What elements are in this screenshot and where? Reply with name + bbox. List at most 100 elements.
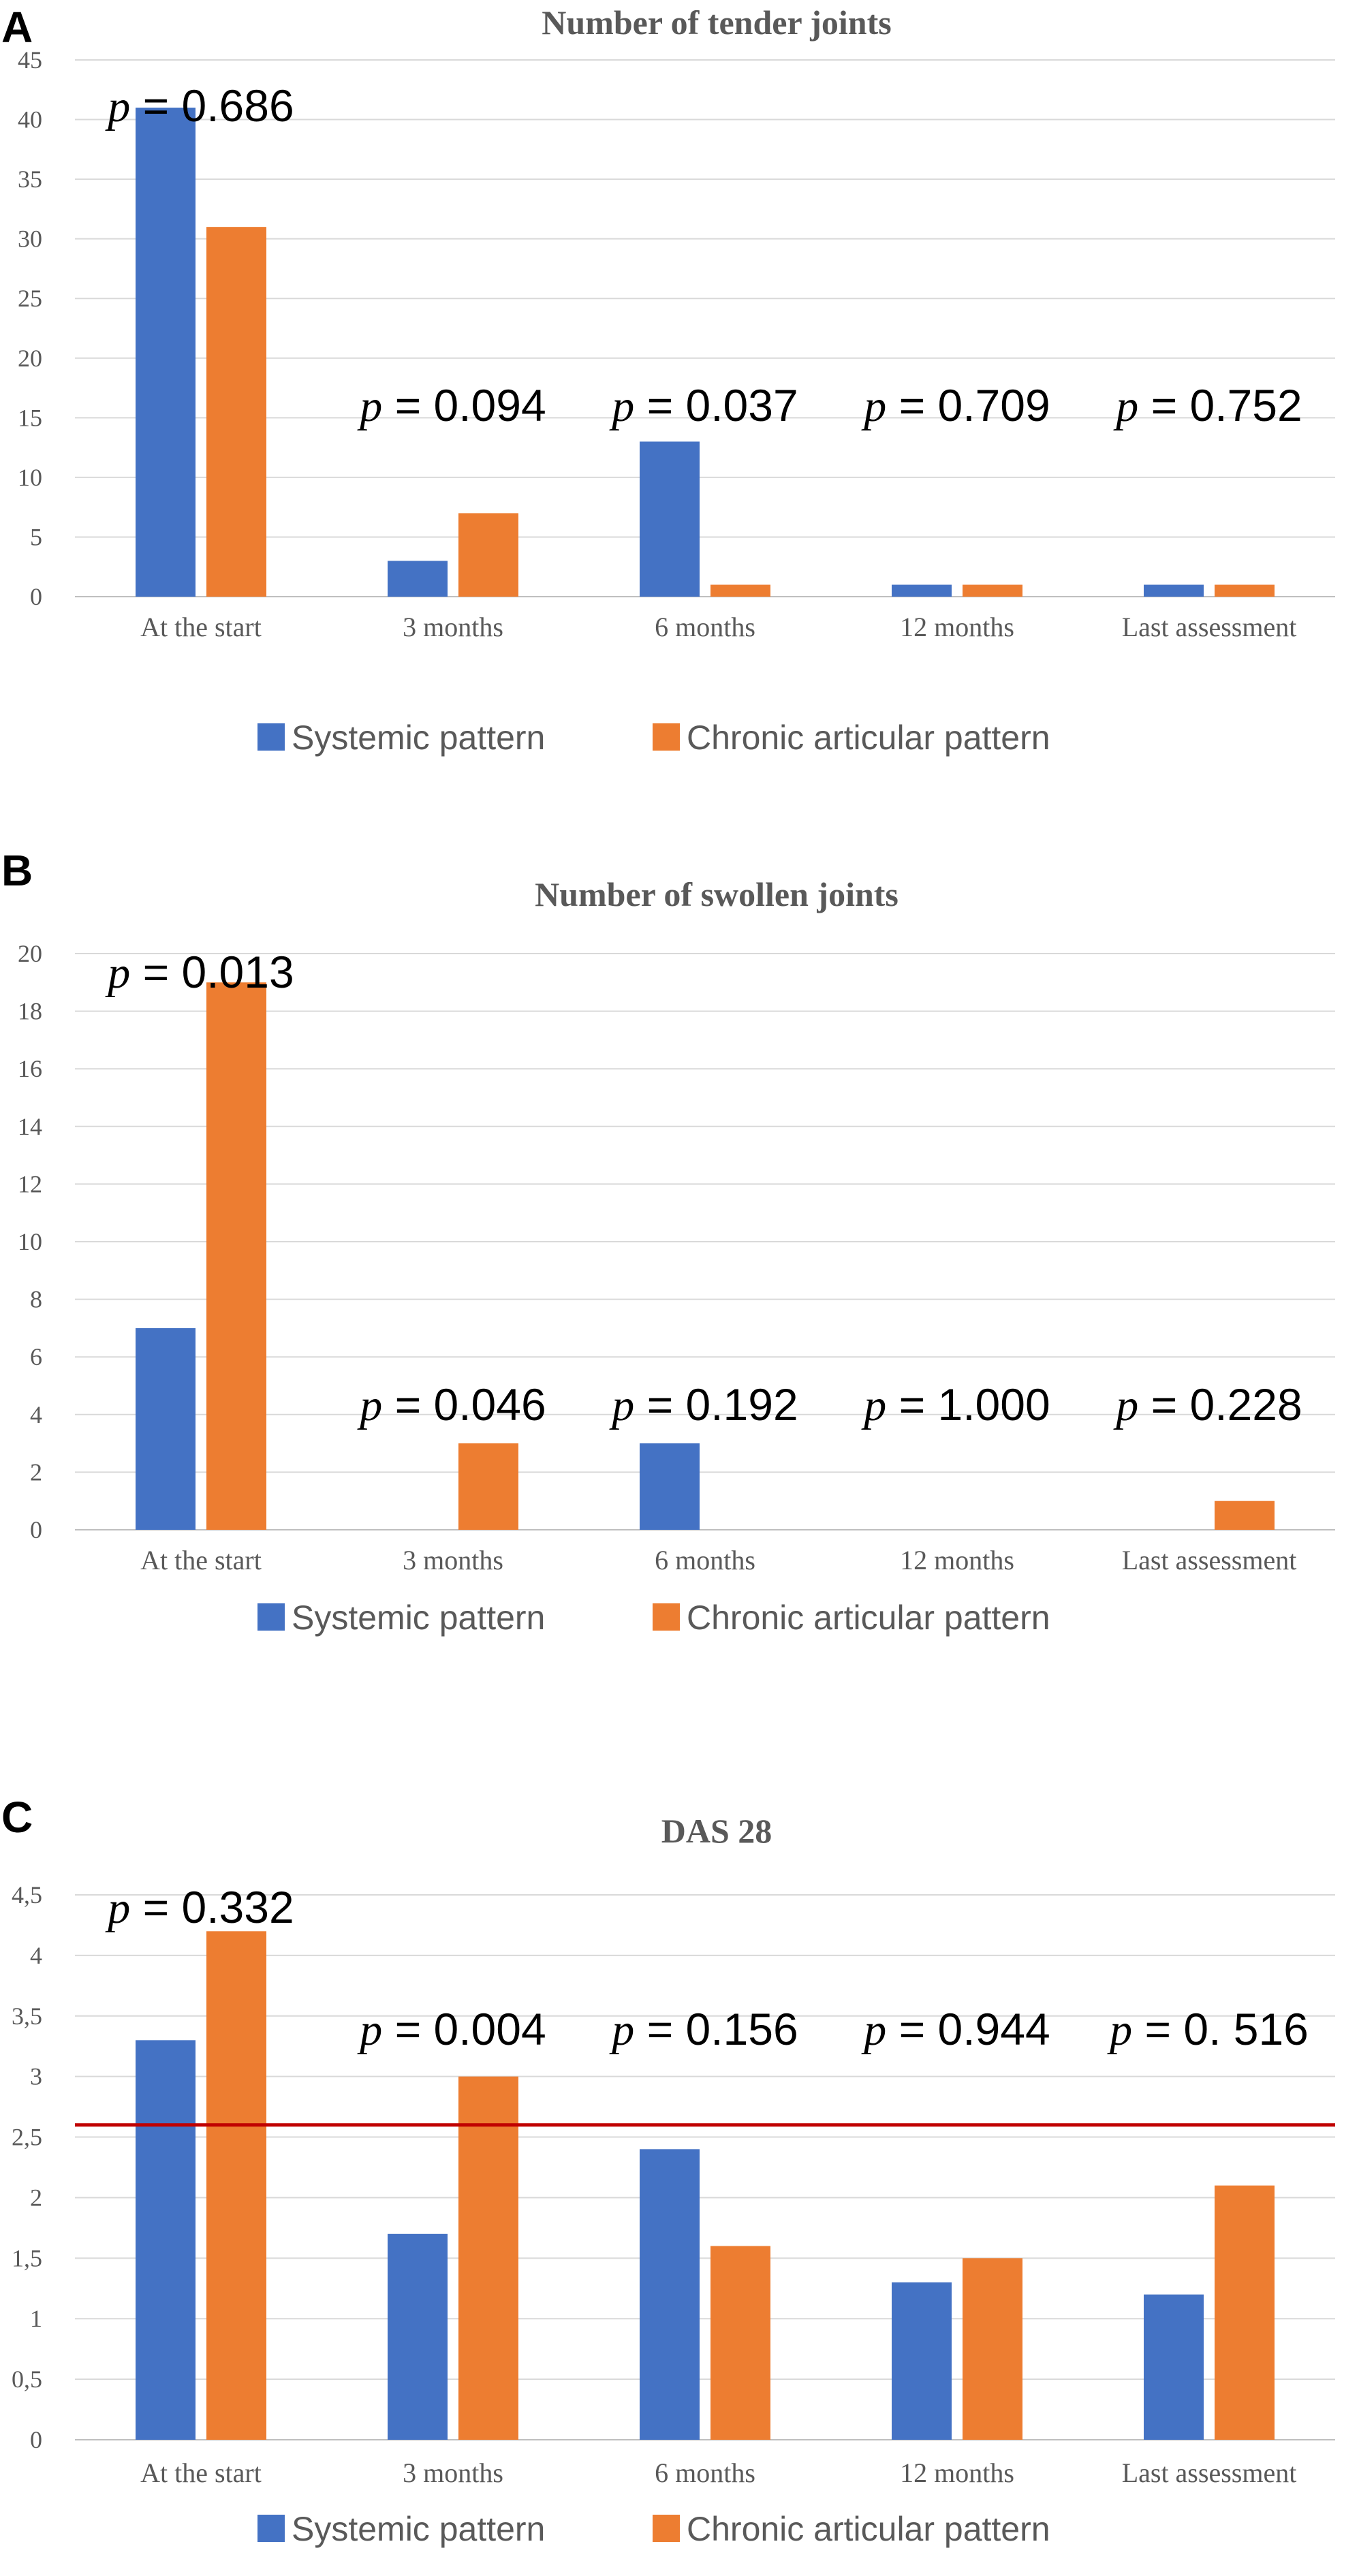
y-tick-label: 14 (18, 1113, 42, 1140)
y-tick-label: 0 (30, 583, 42, 610)
p-value: 0.228 (1190, 1379, 1302, 1430)
legend-label-chronic: Chronic articular pattern (687, 2510, 1050, 2548)
legend-label-systemic: Systemic pattern (292, 2510, 545, 2548)
bar-systemic-2 (640, 2149, 700, 2440)
p-equals: = (382, 2004, 433, 2054)
y-tick-label: 45 (18, 46, 42, 74)
legend-swatch-chronic (653, 2515, 680, 2542)
y-tick-label: 1 (30, 2305, 42, 2332)
p-equals: = (634, 380, 685, 430)
p-value-label: p = 0.752 (1113, 380, 1302, 431)
panel-letter: A (1, 3, 33, 52)
y-tick-label: 20 (18, 940, 42, 967)
bar-chronic-3 (963, 584, 1022, 597)
bar-systemic-2 (640, 1443, 700, 1530)
p-value: 0.004 (434, 2004, 546, 2054)
bar-systemic-0 (136, 2040, 196, 2440)
p-equals: = (130, 947, 181, 997)
p-equals: = (886, 2004, 937, 2054)
p-value-label: p = 0.046 (357, 1379, 546, 1430)
p-value-label: p = 0.686 (105, 80, 294, 131)
p-value-label: p = 1.000 (861, 1379, 1050, 1430)
p-symbol: p (357, 2005, 382, 2055)
p-value-label: p = 0.156 (609, 2004, 798, 2055)
p-symbol: p (861, 1381, 886, 1430)
category-label: Last assessment (1122, 2457, 1297, 2488)
p-equals: = (382, 380, 433, 430)
p-value-label: p = 0.228 (1113, 1379, 1302, 1430)
p-value: 0.752 (1190, 380, 1302, 430)
legend-label-chronic: Chronic articular pattern (687, 1599, 1050, 1637)
legend-label-chronic: Chronic articular pattern (687, 719, 1050, 757)
y-tick-label: 30 (18, 225, 42, 253)
chart-panel-c: C DAS 28 0 0,5 1 1,5 2 2,5 3 3,5 4 4,5 At the start p… (1, 1793, 1335, 2548)
bar-systemic-3 (892, 584, 952, 597)
bar-chronic-3 (963, 2258, 1022, 2440)
category-label: 12 months (900, 1545, 1014, 1575)
p-equals: = (130, 80, 181, 131)
bar-systemic-0 (136, 1328, 196, 1530)
p-value: 0.156 (686, 2004, 798, 2054)
p-value: 0.013 (182, 947, 294, 997)
chart-panel-b: B Number of swollen joints 0 2 4 6 8 10 12 14 16 18… (1, 846, 1335, 1637)
legend-label-systemic: Systemic pattern (292, 1599, 545, 1637)
bar-systemic-3 (892, 2282, 952, 2440)
p-value: 0.094 (434, 380, 546, 430)
p-equals: = (1132, 2004, 1183, 2054)
y-tick-label: 35 (18, 166, 42, 193)
category-label: 6 months (655, 2457, 755, 2488)
p-value: 0.332 (182, 1882, 294, 1932)
p-value-label: p = 0.004 (357, 2004, 546, 2055)
bar-chronic-0 (206, 982, 266, 1530)
y-tick-label: 3 (30, 2063, 42, 2090)
category-label: 12 months (900, 2457, 1014, 2488)
p-symbol: p (609, 1381, 634, 1430)
legend-swatch-chronic (653, 1603, 680, 1631)
category-label: 6 months (655, 612, 755, 642)
p-value: 0.686 (182, 80, 294, 131)
bar-chronic-0 (206, 1931, 266, 2440)
p-equals: = (130, 1882, 181, 1932)
legend-swatch-chronic (653, 723, 680, 751)
p-symbol: p (105, 1883, 130, 1933)
bar-chronic-0 (206, 227, 266, 597)
legend-swatch-systemic (257, 1603, 285, 1631)
y-tick-label: 2,5 (12, 2124, 42, 2151)
p-symbol: p (105, 82, 130, 131)
legend-swatch-systemic (257, 2515, 285, 2542)
bar-chronic-2 (710, 584, 770, 597)
bar-chronic-4 (1215, 584, 1275, 597)
p-value-label: p = 0.944 (861, 2004, 1050, 2055)
p-symbol: p (357, 381, 382, 431)
category-label: Last assessment (1122, 1545, 1297, 1575)
y-tick-label: 0 (30, 2426, 42, 2453)
chart-title: DAS 28 (661, 1812, 772, 1850)
legend: Systemic pattern Chronic articular patter… (257, 1599, 1050, 1637)
y-tick-label: 18 (18, 998, 42, 1025)
y-tick-label: 1,5 (12, 2244, 42, 2272)
p-equals: = (634, 2004, 685, 2054)
y-tick-label: 10 (18, 464, 42, 491)
p-value-label: p = 0. 516 (1107, 2004, 1309, 2055)
legend: Systemic pattern Chronic articular patter… (257, 719, 1050, 757)
p-value: 0.709 (938, 380, 1050, 430)
y-tick-label: 15 (18, 404, 42, 431)
p-value-label: p = 0.094 (357, 380, 546, 431)
p-value-label: p = 0.192 (609, 1379, 798, 1430)
legend: Systemic pattern Chronic articular patter… (257, 2510, 1050, 2548)
y-tick-label: 20 (18, 345, 42, 372)
y-tick-label: 12 (18, 1170, 42, 1197)
bar-chronic-2 (710, 2246, 770, 2440)
chart-panel-a: A Number of tender joints 0 5 10 15 20 25 30 35 40… (1, 3, 1335, 757)
p-equals: = (886, 380, 937, 430)
p-value-label: p = 0.332 (105, 1882, 294, 1933)
bar-chronic-1 (458, 1443, 518, 1530)
p-value-label: p = 0.013 (105, 947, 294, 998)
category-label: 3 months (403, 1545, 503, 1575)
p-symbol: p (1107, 2005, 1132, 2055)
p-symbol: p (1113, 381, 1138, 431)
y-tick-label: 0 (30, 1516, 42, 1543)
bar-chronic-4 (1215, 2185, 1275, 2440)
chart-title: Number of swollen joints (535, 875, 899, 913)
y-tick-label: 3,5 (12, 2002, 42, 2030)
